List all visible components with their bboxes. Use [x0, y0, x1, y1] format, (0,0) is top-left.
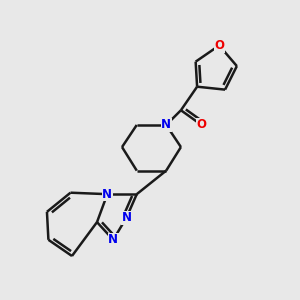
Text: N: N: [122, 211, 131, 224]
Text: O: O: [196, 118, 206, 131]
Text: N: N: [102, 188, 112, 201]
Text: O: O: [214, 39, 224, 52]
Text: N: N: [161, 118, 171, 131]
Text: N: N: [108, 233, 118, 246]
